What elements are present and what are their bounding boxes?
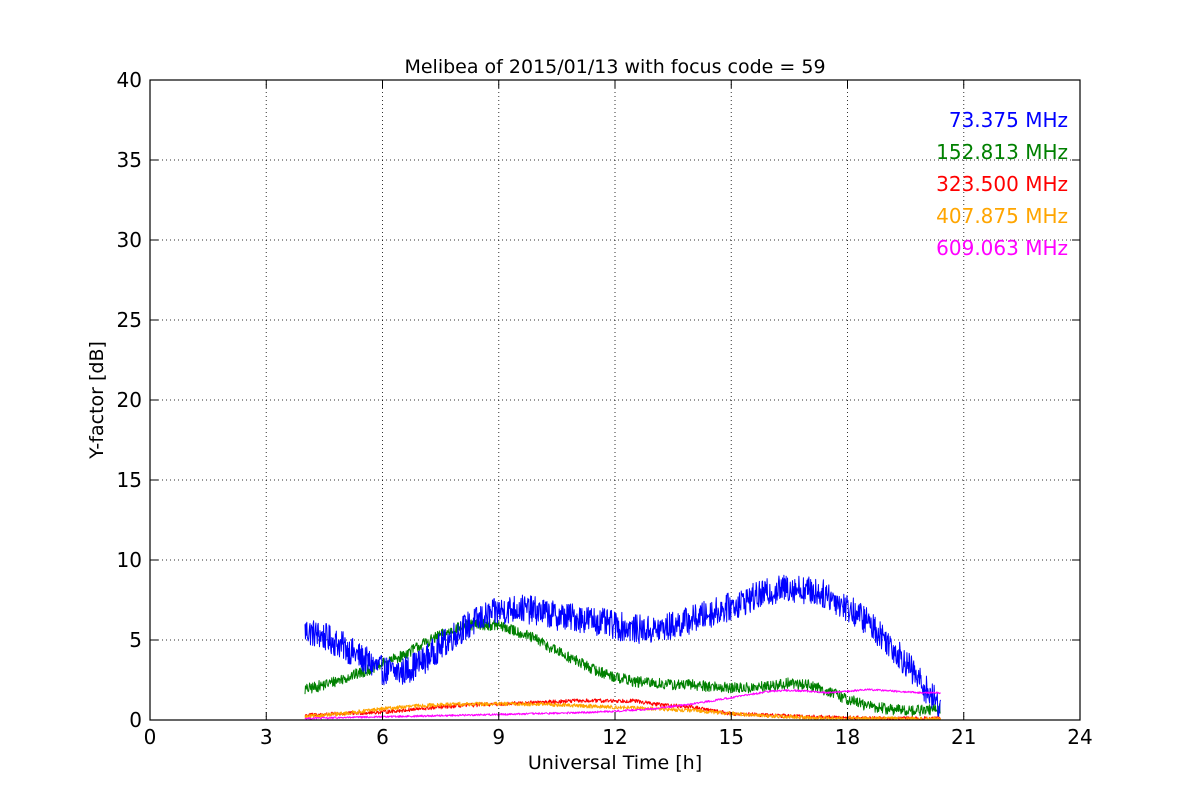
x-tick-label: 24: [1067, 725, 1092, 749]
y-tick-label: 40: [117, 68, 142, 92]
x-tick-label: 3: [260, 725, 273, 749]
grid: [150, 80, 1080, 720]
x-tick-label: 21: [951, 725, 976, 749]
y-tick-label: 10: [117, 548, 142, 572]
legend-entry: 609.063 MHz: [936, 236, 1068, 260]
axis-ticks: 0 3 6 9 12 15 18 21 24 0 5 10 15 20 25 30 35 40: [117, 68, 1093, 749]
x-axis-label: Universal Time [h]: [528, 752, 702, 774]
chart-title: Melibea of 2015/01/13 with focus code = …: [404, 56, 825, 78]
y-tick-label: 0: [129, 708, 142, 732]
x-tick-label: 18: [835, 725, 860, 749]
y-tick-label: 20: [117, 388, 142, 412]
series-line: [304, 688, 941, 720]
y-tick-label: 30: [117, 228, 142, 252]
y-tick-label: 5: [129, 628, 142, 652]
y-tick-label: 35: [117, 148, 142, 172]
y-tick-label: 25: [117, 308, 142, 332]
series-line: [304, 618, 941, 717]
series-line: [304, 698, 941, 721]
x-tick-label: 12: [602, 725, 627, 749]
legend-entry: 152.813 MHz: [936, 140, 1068, 164]
legend-entry: 73.375 MHz: [949, 108, 1068, 132]
x-tick-label: 0: [144, 725, 157, 749]
legend: 73.375 MHz 152.813 MHz 323.500 MHz 407.875 …: [936, 108, 1068, 260]
x-tick-label: 6: [376, 725, 389, 749]
x-tick-label: 9: [492, 725, 505, 749]
series-line: [304, 574, 941, 719]
x-tick-label: 15: [719, 725, 744, 749]
series-layer: [304, 574, 941, 721]
legend-entry: 407.875 MHz: [936, 204, 1068, 228]
y-axis-label: Y-factor [dB]: [86, 341, 108, 460]
legend-entry: 323.500 MHz: [936, 172, 1068, 196]
y-tick-label: 15: [117, 468, 142, 492]
